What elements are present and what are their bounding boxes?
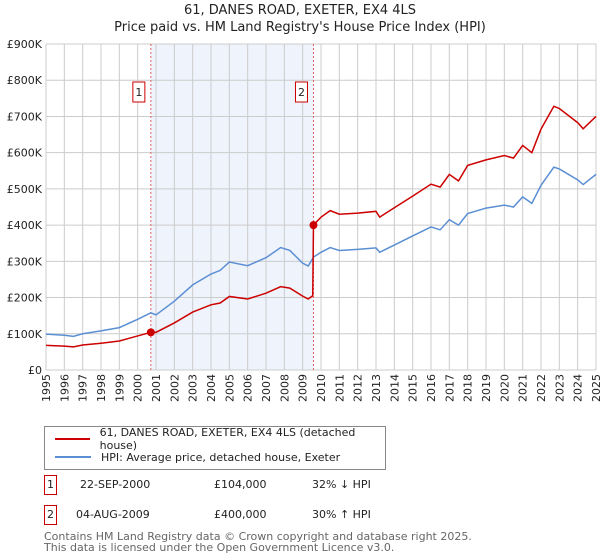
y-tick-label: £900K [7,38,43,51]
x-tick-label: 2014 [388,374,401,402]
y-tick-label: £700K [7,110,43,123]
x-tick-label: 2024 [572,374,585,402]
y-tick-label: £400K [7,219,43,232]
legend: 61, DANES ROAD, EXETER, EX4 4LS (detache… [44,426,386,470]
hpi-line [45,166,597,338]
x-tick-label: 1999 [113,374,126,402]
x-tick-label: 2009 [297,374,310,402]
table-row: 2 04-AUG-2009 £400,000 30% ↑ HPI [44,505,444,525]
plot-area: 1995 1996 1997 1998 1999 2000 2001 2002 2003 2004… [7,38,600,402]
marker-badge: 1 [44,475,57,495]
x-tick-label: 2002 [168,374,181,402]
legend-swatch-red [55,438,90,440]
sale-price: £104,000 [214,478,267,491]
sale-label: 2 [298,86,305,99]
hpi-diff: 30% ↑ HPI [312,508,371,521]
sale-price: £400,000 [214,508,267,521]
y-tick-label: £0 [28,364,42,377]
y-tick-label: £100K [7,328,43,341]
table-row: 1 22-SEP-2000 £104,000 32% ↓ HPI [44,475,444,495]
sale-point [309,221,318,230]
x-tick-label: 2000 [132,374,145,402]
x-tick-label: 2004 [205,374,218,402]
x-tick-label: 2015 [407,374,420,402]
legend-item-hpi: HPI: Average price, detached house, Exet… [55,449,340,465]
x-tick-label: 1997 [77,374,90,402]
y-tick-label: £800K [7,74,43,87]
y-tick-label: £300K [7,255,43,268]
footer: Contains HM Land Registry data © Crown c… [44,531,472,553]
x-tick-label: 2017 [443,374,456,402]
x-tick-label: 2005 [223,374,236,402]
sale-label: 1 [135,86,142,99]
sale-date: 22-SEP-2000 [80,478,151,491]
x-tick-label: 2018 [462,374,475,402]
x-tick-label: 1995 [40,374,53,402]
x-tick-label: 2008 [278,374,291,402]
x-tick-label: 2021 [517,374,530,402]
x-tick-label: 1998 [95,374,108,402]
legend-label: 61, DANES ROAD, EXETER, EX4 4LS (detache… [99,426,356,452]
chart-subtitle: Price paid vs. HM Land Registry's House … [114,20,486,35]
shaded-period [150,44,314,370]
footer-line: This data is licensed under the Open Gov… [44,541,395,554]
legend-swatch-blue [55,456,91,458]
y-tick-label: £200K [7,292,43,305]
x-tick-label: 2020 [498,374,511,402]
x-tick-label: 2007 [260,374,273,402]
x-tick-label: 2010 [315,374,328,402]
y-tick-label: £500K [7,183,43,196]
footer-line: Contains HM Land Registry data © Crown c… [44,530,472,543]
x-tick-label: 2023 [553,374,566,402]
sale-point [146,328,155,337]
y-tick-label: £600K [7,147,43,160]
chart-title: 61, DANES ROAD, EXETER, EX4 4LS [183,3,417,18]
x-tick-label: 2013 [370,374,383,402]
x-tick-label: 2025 [590,374,600,402]
legend-item-property: 61, DANES ROAD, EXETER, EX4 4LS (detache… [55,426,385,452]
legend-label: HPI: Average price, detached house, Exet… [101,450,341,464]
hpi-diff: 32% ↓ HPI [312,478,371,491]
x-tick-label: 2003 [187,374,200,402]
marker-badge: 2 [44,505,57,525]
x-tick-label: 1996 [58,374,71,402]
x-tick-label: 2012 [352,374,365,402]
x-tick-label: 2019 [480,374,493,402]
x-tick-label: 2001 [150,374,163,402]
sale-label-box [132,81,146,103]
x-tick-label: 2006 [242,374,255,402]
x-tick-label: 2016 [425,374,438,402]
x-tick-label: 2011 [333,374,346,402]
sale-label-box [294,81,308,103]
sale-date: 04-AUG-2009 [76,508,150,521]
x-tick-label: 2022 [535,374,548,402]
